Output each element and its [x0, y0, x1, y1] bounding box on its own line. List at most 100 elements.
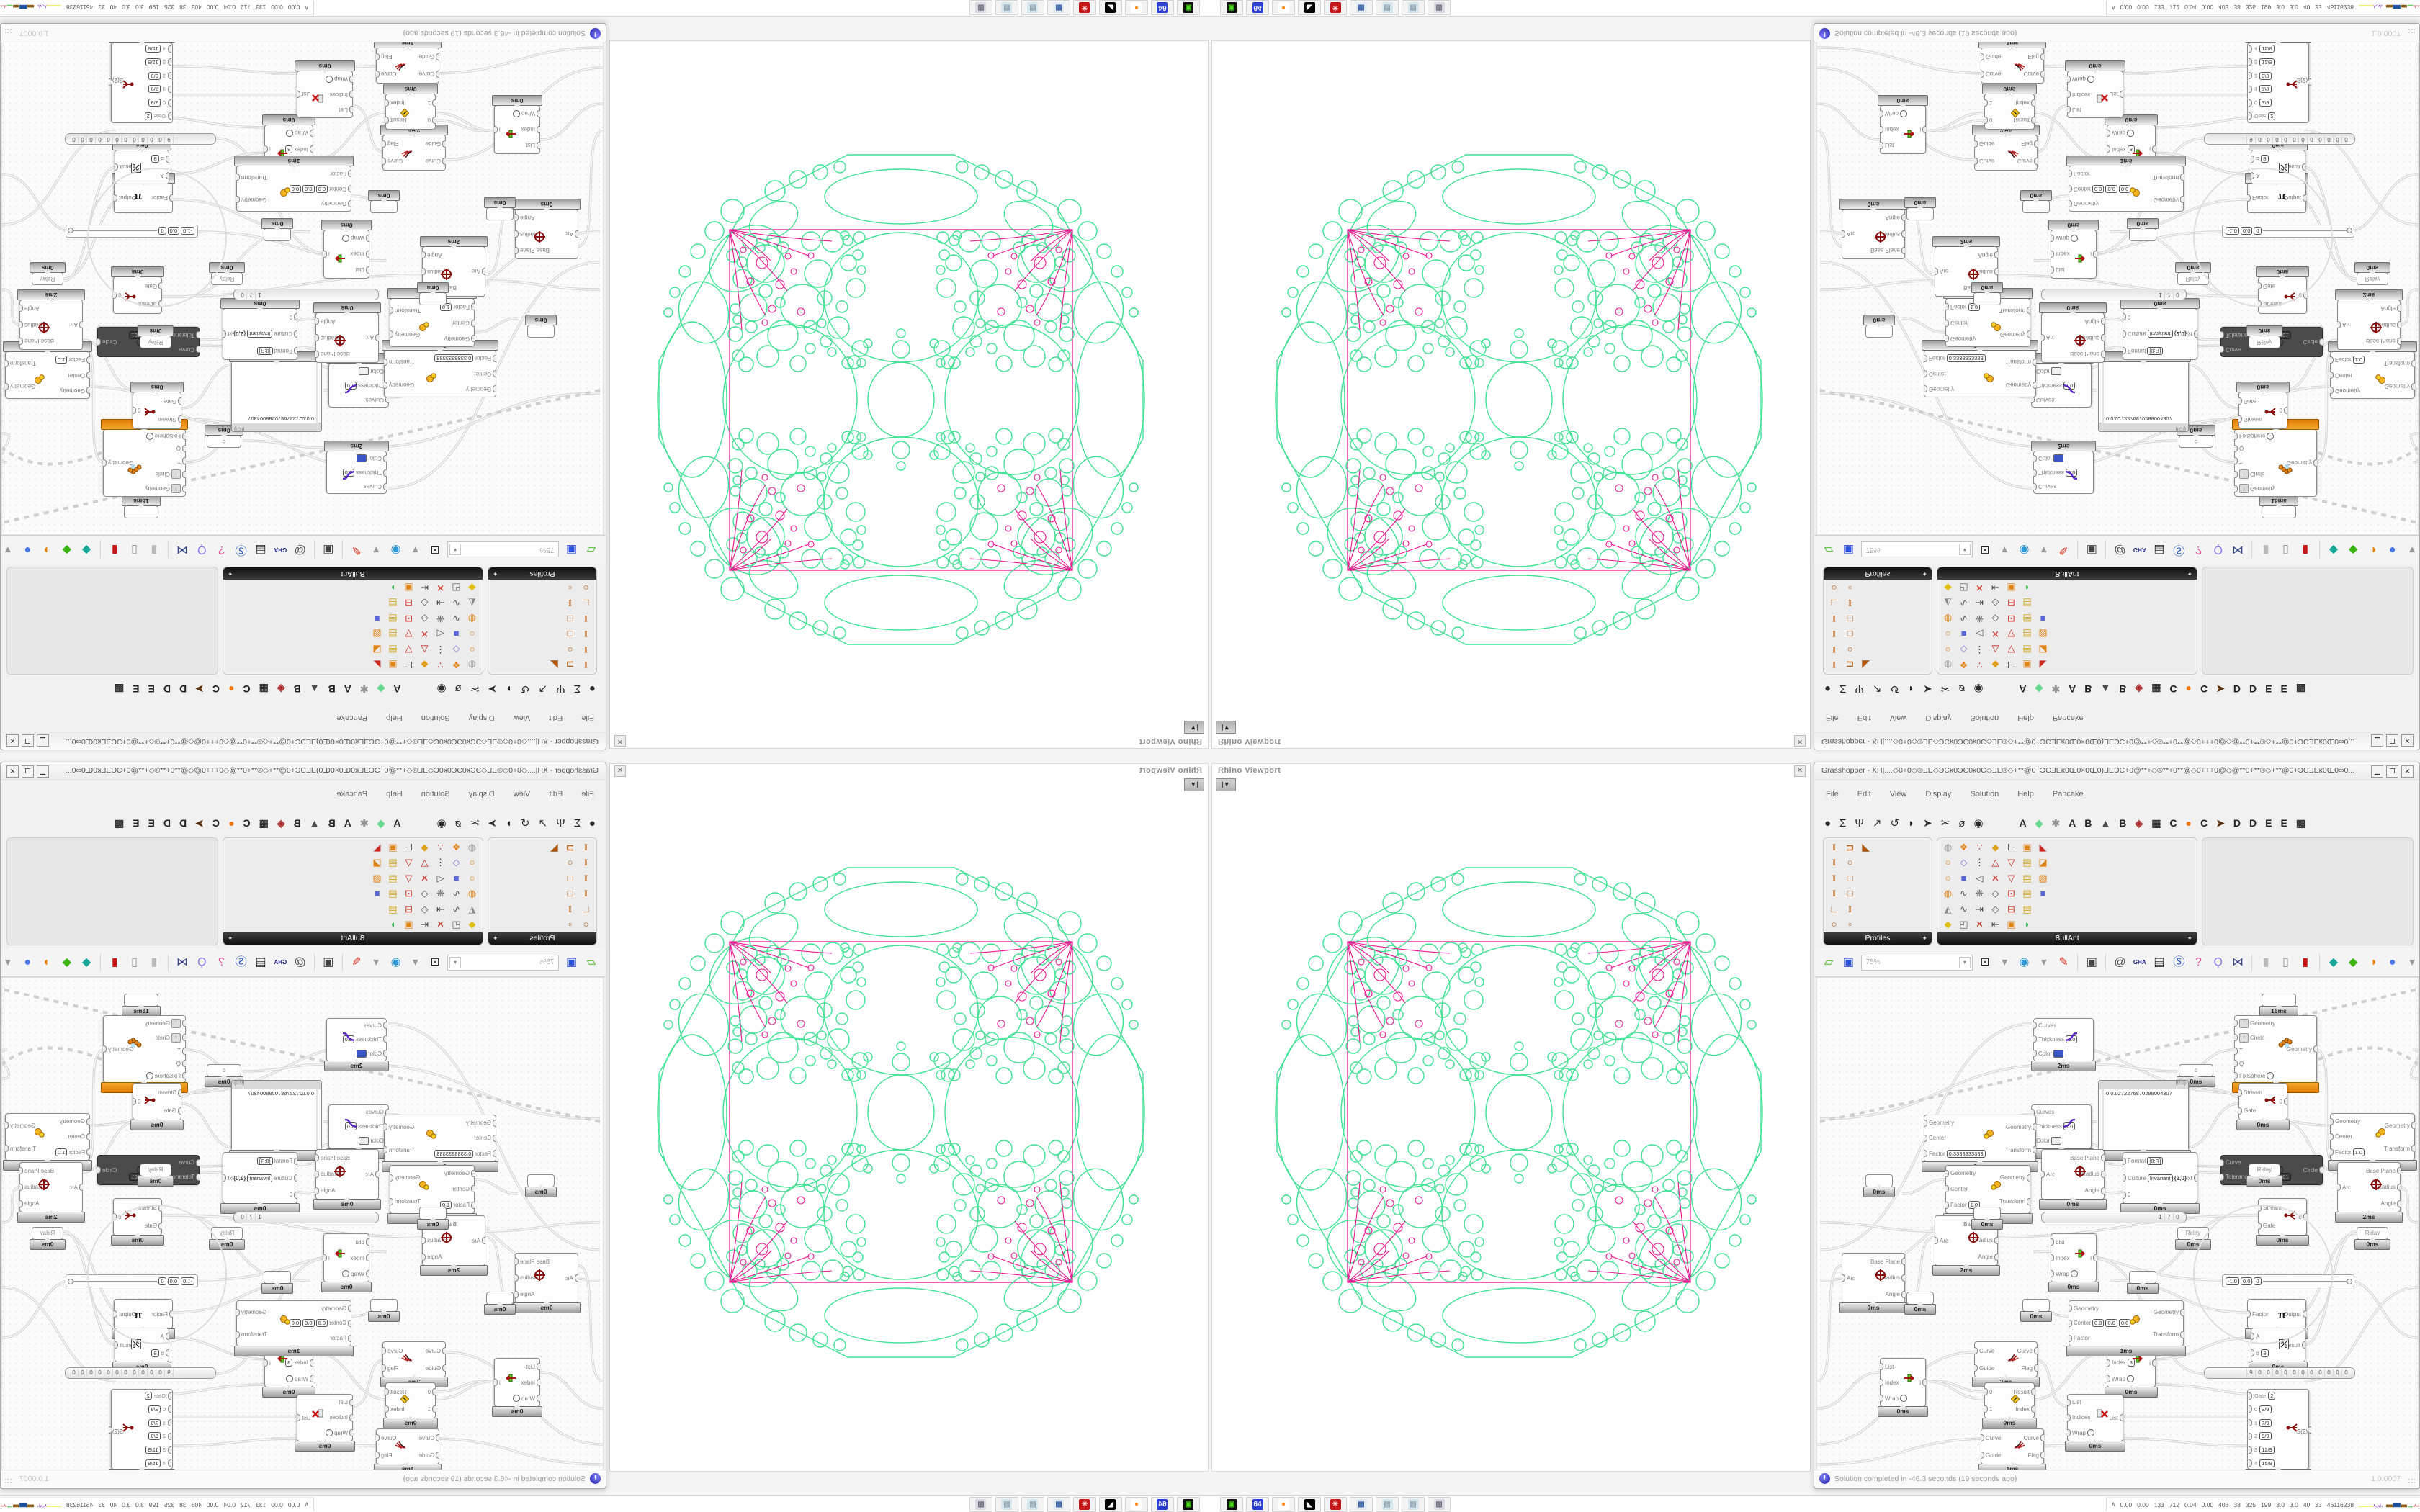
bullant-component-icon[interactable]: ◇: [421, 888, 429, 899]
plugin-tab-5[interactable]: ▲: [2100, 683, 2111, 695]
category-tab-icon-9[interactable]: ◉: [436, 683, 447, 695]
caret-icon[interactable]: ▾: [2408, 955, 2416, 968]
profile-component-icon[interactable]: I: [583, 644, 588, 655]
node-panel-number[interactable]: (0;0)0 0.02722768702880043070ms: [2096, 351, 2191, 432]
category-tab-icon-6[interactable]: ➤: [1923, 683, 1932, 695]
bullant-component-icon[interactable]: ◗: [2024, 582, 2030, 594]
plugin-tab-8[interactable]: ▦: [259, 816, 269, 829]
save-file-icon[interactable]: ▣: [1842, 544, 1854, 557]
node-timer-16ms[interactable]: 16ms: [2259, 495, 2298, 518]
resize-grip[interactable]: [2408, 1478, 2415, 1485]
window-icon[interactable]: ▤: [2154, 955, 2165, 968]
bullant-component-icon[interactable]: ▽: [405, 629, 413, 640]
minimize-icon[interactable]: ▁: [37, 765, 49, 778]
node-list-item-a[interactable]: List Index Wrap i 0ms: [321, 1233, 372, 1292]
category-tab-icon-6[interactable]: ➤: [488, 683, 497, 695]
bullant-component-icon[interactable]: ◇: [1991, 598, 1999, 609]
bullant-component-icon[interactable]: ⇥: [1976, 903, 1984, 914]
bullant-component-icon[interactable]: ◣: [2039, 842, 2047, 852]
profile-component-icon[interactable]: ◣: [1862, 660, 1870, 670]
node-scale-one-b[interactable]: Geometry Center Factor 1.0 Geometry Transform…: [2328, 341, 2417, 399]
bullant-component-icon[interactable]: ○: [1945, 629, 1951, 640]
profile-component-icon[interactable]: ▫: [1848, 582, 1852, 594]
cluster-white-icon[interactable]: ▮: [151, 955, 158, 968]
grasshopper-titlebar[interactable]: Grasshopper - XH|....◇0+0◇®ƎE◇ƆCĸ0ƆC0ĸ0C…: [1, 732, 606, 750]
profile-component-icon[interactable]: ∟: [581, 903, 591, 914]
bullant-component-icon[interactable]: ✕: [1976, 582, 1984, 594]
bullant-component-icon[interactable]: ∵: [437, 842, 444, 852]
app-capture[interactable]: ▣: [1220, 1497, 1243, 1512]
cluster-white-icon[interactable]: ▮: [2262, 955, 2269, 968]
open-file-icon[interactable]: ▱: [586, 544, 596, 557]
bullant-component-icon[interactable]: ◇: [421, 613, 429, 624]
help-box-icon[interactable]: ?: [2195, 544, 2202, 557]
node-stream-filter[interactable]: 0 1 Result Index 0ms: [383, 1382, 438, 1428]
node-relay-f[interactable]: 0ms: [261, 218, 293, 241]
camera-icon[interactable]: ▣: [323, 955, 334, 968]
app-black-cat[interactable]: ◣: [1298, 1497, 1321, 1512]
profile-component-icon[interactable]: ⊐: [1846, 660, 1854, 670]
bullant-component-icon[interactable]: ⊡: [405, 613, 413, 624]
node-scale-xyz[interactable]: Geometry Center 0.0 0.0 0.0 Factor Geometry Tra…: [2066, 156, 2186, 212]
minimize-icon[interactable]: ▁: [37, 734, 49, 747]
node-cull-index[interactable]: List Indices Wrap List 0ms: [2065, 60, 2125, 118]
bullant-component-icon[interactable]: ∵: [1976, 842, 1983, 852]
node-relay-e[interactable]: 0ms: [368, 190, 400, 213]
node-cull-index[interactable]: List Indices Wrap List 0ms: [295, 60, 355, 118]
menu-item-view[interactable]: View: [513, 790, 531, 798]
resize-grip[interactable]: [2408, 27, 2415, 34]
gha-icon[interactable]: GHA: [2133, 546, 2146, 554]
node-relay-h[interactable]: 0ms: [1971, 1207, 2003, 1230]
node-canvas[interactable]: 16ms↑Geometry↓CircleTQFixSphereGeometry2…: [1816, 41, 2419, 535]
close-icon[interactable]: ✕: [1794, 735, 1806, 747]
plugin-tab-0[interactable]: A: [2019, 817, 2027, 829]
profile-component-icon[interactable]: ▫: [568, 918, 572, 930]
menu-item-solution[interactable]: Solution: [1970, 714, 1999, 722]
node-relay-e[interactable]: 0ms: [368, 1299, 400, 1322]
category-tab-icon-2[interactable]: Ψ: [556, 816, 565, 829]
category-tab-icon-8[interactable]: ø: [454, 816, 462, 829]
bullant-component-icon[interactable]: ■: [1960, 629, 1967, 640]
node-fixsphere[interactable]: ↑Geometry↓CircleTQFixSphereGeometry25.6s: [2232, 419, 2319, 497]
bullant-component-icon[interactable]: ▽: [2007, 644, 2015, 655]
plugin-tab-16[interactable]: E: [2280, 683, 2287, 695]
node-arc-c[interactable]: Arc Base Plane Radius Angle 0ms: [513, 199, 581, 259]
preview-eye-icon[interactable]: ◉: [2019, 955, 2030, 968]
node-curve-flag-a[interactable]: Curve Guide Curve Flag 2ms: [380, 125, 448, 171]
category-tab-icon-4[interactable]: ↺: [520, 683, 530, 695]
node-list-item-b[interactable]: List Index Wrap i 0ms: [1878, 1358, 1928, 1417]
plugin-tab-4[interactable]: B: [328, 817, 336, 829]
search-icon[interactable]: Ⓢ: [2173, 955, 2185, 968]
bullant-component-icon[interactable]: ✕: [1976, 918, 1984, 930]
plugin-tab-3[interactable]: A: [344, 817, 351, 829]
plugin-tab-0[interactable]: A: [393, 683, 401, 695]
profile-component-icon[interactable]: □: [1847, 613, 1853, 624]
node-relay-g[interactable]: 0ms: [1863, 315, 1895, 338]
tab-profiles[interactable]: Profiles ✦: [488, 932, 596, 945]
profile-component-icon[interactable]: □: [1847, 888, 1853, 899]
bullant-component-icon[interactable]: ⇥: [1976, 598, 1984, 609]
bullant-component-icon[interactable]: ∵: [1976, 660, 1983, 670]
plugin-tab-11[interactable]: C: [2200, 817, 2208, 829]
cluster-white-icon[interactable]: ▮: [151, 544, 158, 557]
bullant-component-icon[interactable]: ✕: [1991, 629, 1999, 640]
chevron-up-icon[interactable]: ∧: [2111, 4, 2116, 12]
profile-component-icon[interactable]: I: [1847, 598, 1852, 609]
bullant-component-icon[interactable]: ❖: [1959, 660, 1968, 670]
plugin-tab-15[interactable]: E: [148, 817, 155, 829]
profile-component-icon[interactable]: I: [1832, 644, 1837, 655]
node-relay-g[interactable]: 0ms: [1863, 1174, 1895, 1197]
zoom-extents-icon[interactable]: ⊡: [1980, 955, 1990, 968]
bullant-component-icon[interactable]: ◇: [421, 903, 429, 914]
bullant-component-icon[interactable]: ◍: [1943, 660, 1953, 670]
window-icon[interactable]: ▤: [2154, 544, 2165, 557]
app-calculator[interactable]: ▦: [1350, 0, 1373, 15]
plugin-tab-16[interactable]: E: [133, 817, 140, 829]
app-fax-printer[interactable]: ▥: [1428, 0, 1451, 15]
profile-component-icon[interactable]: □: [1847, 629, 1853, 640]
menu-item-file[interactable]: File: [581, 714, 594, 722]
profile-component-icon[interactable]: ▫: [1848, 918, 1852, 930]
sketch-pencil-icon[interactable]: ✎: [351, 955, 362, 968]
